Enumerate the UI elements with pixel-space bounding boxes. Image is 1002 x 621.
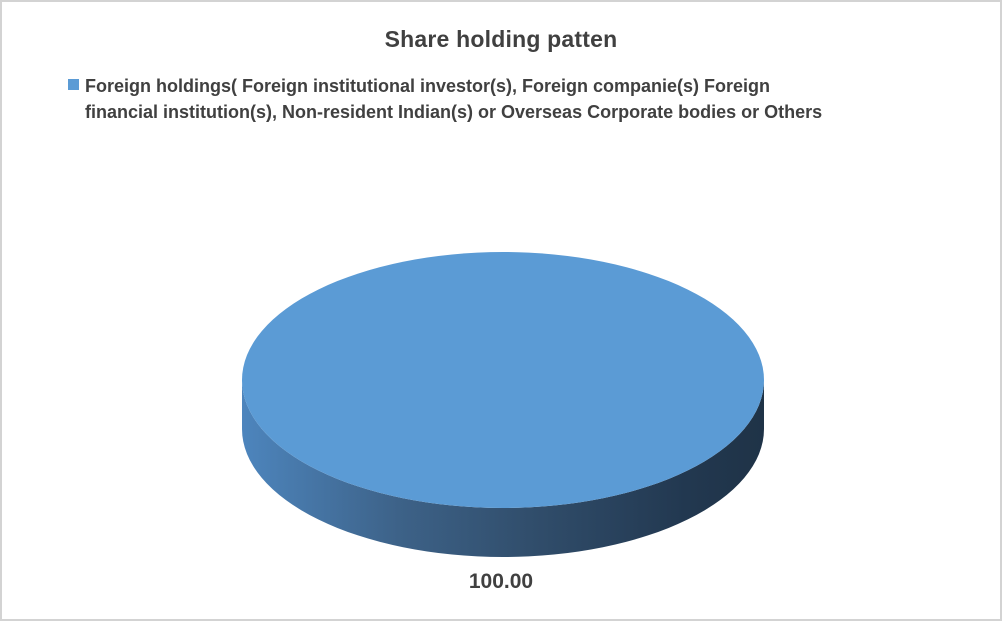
legend-label-line-1: Foreign holdings( Foreign institutional … <box>85 76 771 96</box>
pie-slice-side <box>242 380 764 557</box>
pie-data-label: 100.00 <box>468 570 534 593</box>
legend: Foreign holdings( Foreign institutional … <box>68 73 822 125</box>
legend-swatch-icon <box>68 79 79 90</box>
pie-slice-top <box>242 252 764 508</box>
chart-title: Share holding patten <box>384 26 618 52</box>
legend-label-line-2: financial institution(s), Non-resident I… <box>85 102 823 122</box>
legend-label: Foreign holdings( Foreign institutional … <box>85 73 822 125</box>
